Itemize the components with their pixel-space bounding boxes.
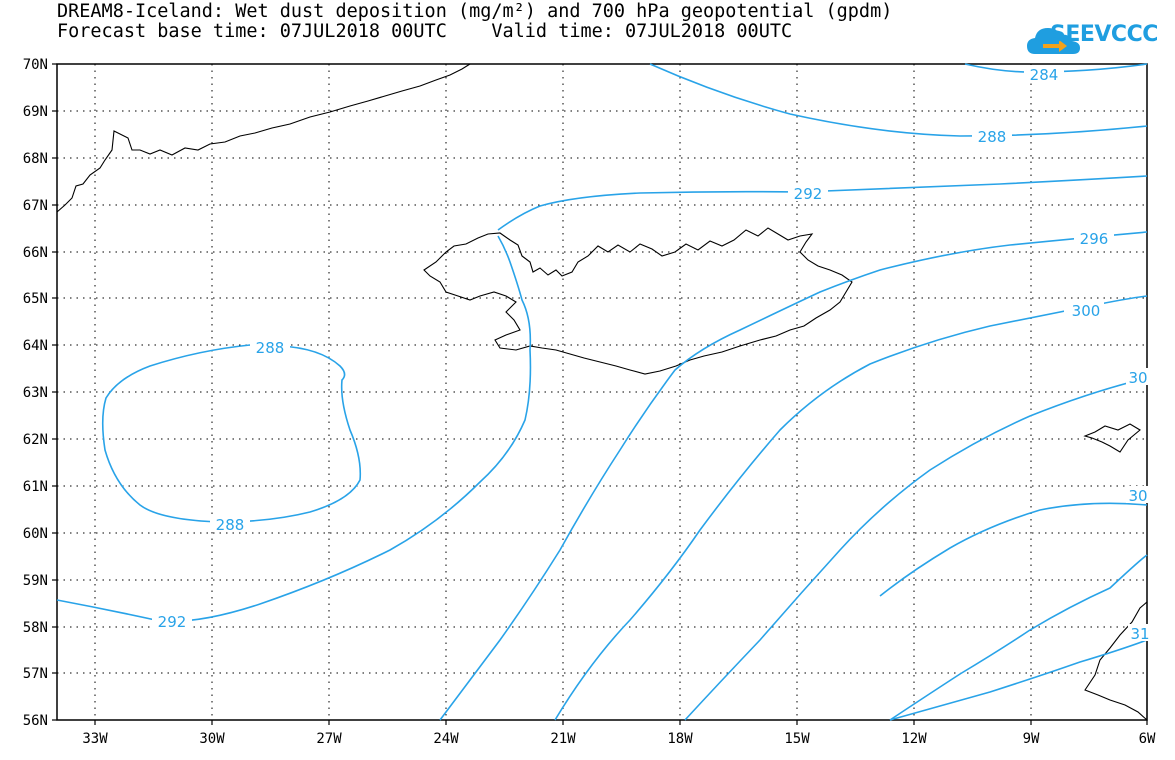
lat-label-67n: 67N — [23, 198, 48, 214]
contour-292-south — [56, 235, 532, 623]
lon-label-33w: 33W — [82, 731, 108, 747]
lat-label-63n: 63N — [23, 385, 48, 401]
graticule — [57, 64, 1147, 720]
tick-marks — [52, 63, 1148, 725]
lon-label-18w: 18W — [667, 731, 693, 747]
contour-label-308: 30 — [1128, 487, 1147, 505]
lat-label-58n: 58N — [23, 620, 48, 636]
title-line-2: Forecast base time: 07JUL2018 00UTC Vali… — [57, 21, 793, 42]
contour-label-304: 30 — [1128, 369, 1147, 387]
contour-label-284: 284 — [1030, 66, 1059, 84]
lon-label-9w: 9W — [1023, 731, 1040, 747]
contour-label-288-north: 288 — [978, 128, 1007, 146]
map-title: DREAM8-Iceland: Wet dust deposition (mg/… — [57, 2, 892, 42]
lon-label-30w: 30W — [199, 731, 225, 747]
scotland-coast — [1084, 600, 1148, 722]
contour-288-loop — [101, 344, 362, 523]
lat-label-66n: 66N — [23, 245, 48, 261]
lat-label-65n: 65N — [23, 291, 48, 307]
lat-label-69n: 69N — [23, 104, 48, 120]
greenland-coast — [56, 63, 471, 213]
lon-label-6w: 6W — [1139, 731, 1156, 747]
contour-label-292-south: 292 — [158, 613, 187, 631]
lon-label-15w: 15W — [784, 731, 810, 747]
lon-label-12w: 12W — [901, 731, 927, 747]
title-line-1: DREAM8-Iceland: Wet dust deposition (mg/… — [57, 1, 893, 22]
contour-label-292-north: 292 — [794, 185, 823, 203]
iceland-coast — [423, 227, 853, 375]
cloud-arrow-icon — [1027, 28, 1080, 54]
contour-308b — [879, 502, 1148, 597]
contour-label-288-loop-top: 288 — [256, 339, 285, 357]
lat-label-68n: 68N — [23, 151, 48, 167]
lon-label-21w: 21W — [550, 731, 576, 747]
lat-label-64n: 64N — [23, 338, 48, 354]
logo-text: SEEVCCC — [1050, 22, 1158, 47]
lon-label-27w: 27W — [316, 731, 342, 747]
contour-label-288-loop-bottom: 288 — [216, 516, 245, 534]
contour-label-300: 300 — [1072, 302, 1101, 320]
lon-label-24w: 24W — [433, 731, 459, 747]
contour-304 — [684, 377, 1148, 721]
contour-label-312: 31 — [1130, 625, 1149, 643]
contour-296 — [439, 231, 1148, 721]
lat-label-59n: 59N — [23, 573, 48, 589]
lat-label-56n: 56N — [23, 713, 48, 729]
lat-label-70n: 70N — [23, 57, 48, 73]
lat-label-60n: 60N — [23, 526, 48, 542]
lat-label-62n: 62N — [23, 432, 48, 448]
contour-300 — [554, 295, 1148, 721]
contour-label-296: 296 — [1080, 230, 1109, 248]
coastlines — [56, 63, 1148, 722]
contour-292-north — [497, 175, 1148, 231]
faroe-coast — [1083, 423, 1141, 453]
contour-308 — [889, 554, 1148, 721]
lat-label-61n: 61N — [23, 479, 48, 495]
contour-288-north — [649, 63, 1148, 137]
lat-label-57n: 57N — [23, 666, 48, 682]
contour-312 — [889, 639, 1148, 721]
